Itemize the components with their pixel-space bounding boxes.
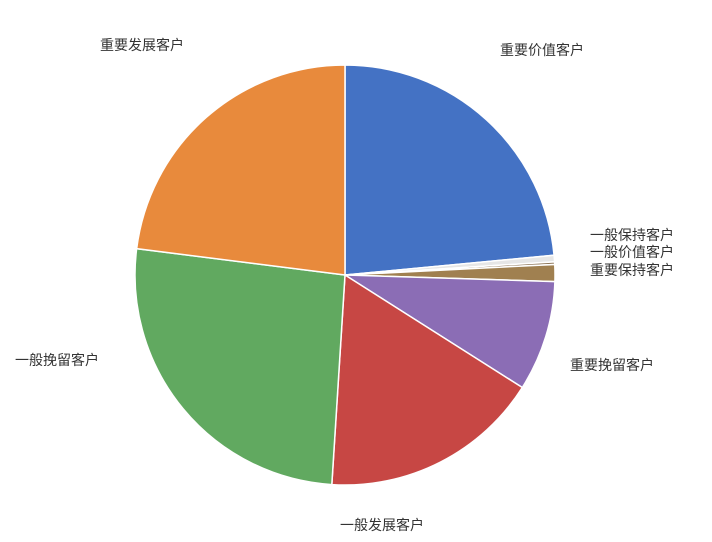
pie-slice bbox=[137, 65, 345, 275]
pie-chart: 重要价值客户一般保持客户一般价值客户重要保持客户重要挽留客户一般发展客户一般挽留… bbox=[0, 0, 712, 537]
pie-slice-label: 一般发展客户 bbox=[340, 515, 424, 535]
pie-slice bbox=[345, 65, 554, 275]
pie-slice-label: 重要保持客户 bbox=[590, 260, 674, 280]
pie-slice-label: 重要价值客户 bbox=[500, 40, 584, 60]
pie-slice-label: 一般价值客户 bbox=[590, 242, 674, 262]
pie-slice-label: 重要发展客户 bbox=[100, 35, 184, 55]
pie-slice-label: 重要挽留客户 bbox=[570, 355, 654, 375]
pie-slice bbox=[135, 249, 345, 485]
pie-slice-label: 一般挽留客户 bbox=[15, 350, 99, 370]
